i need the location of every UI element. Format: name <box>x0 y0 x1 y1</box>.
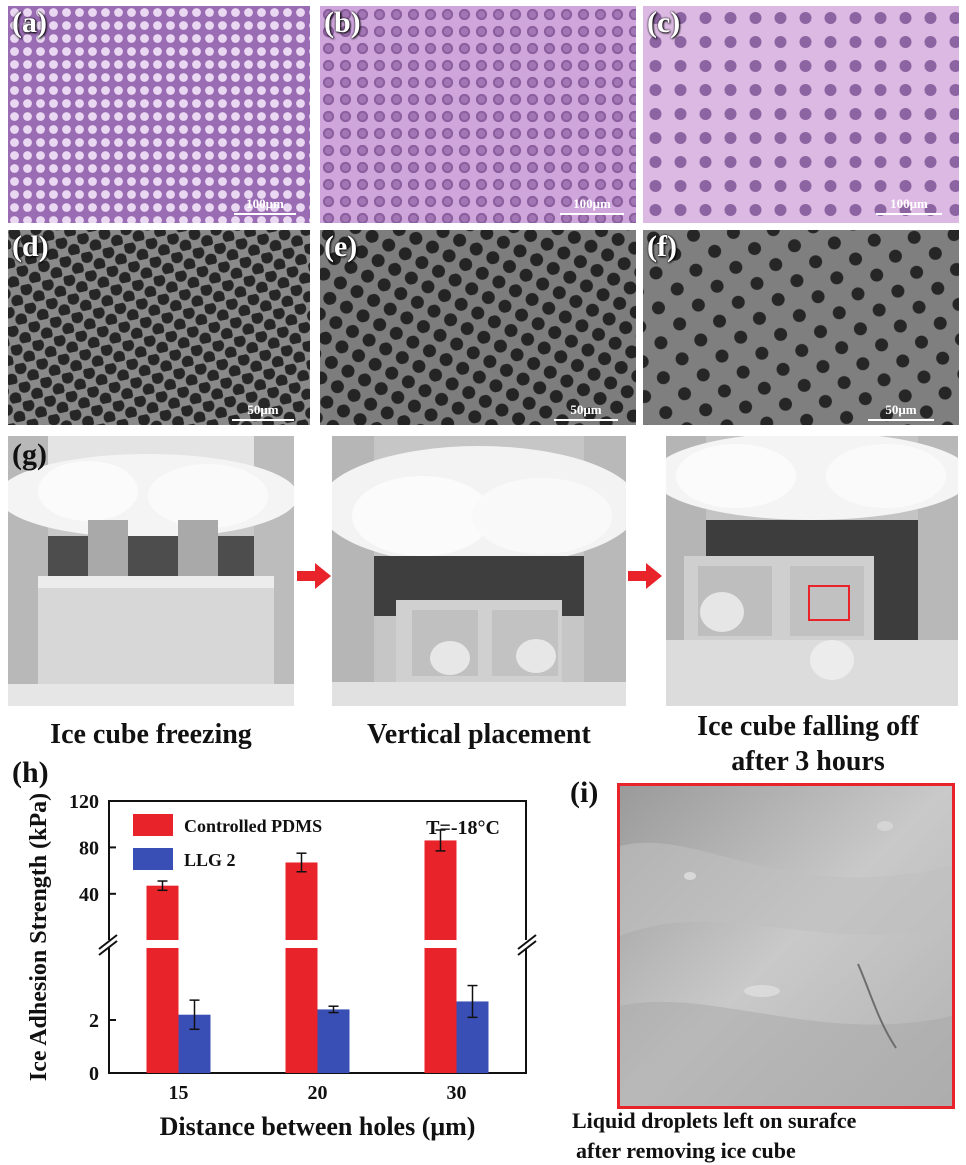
panel-d-scalebar: 50μm <box>232 402 294 421</box>
arrow-right-icon <box>297 563 331 589</box>
panel-b-label: (b) <box>324 6 361 39</box>
panel-i-label: (i) <box>570 776 599 809</box>
caption-droplets-line2: after removing ice cube <box>576 1138 796 1163</box>
caption-falling-off-line2: after 3 hours <box>731 746 885 777</box>
axis-break-mark <box>517 934 537 950</box>
panel-a-image <box>8 6 310 223</box>
x-axis-label: Distance between holes (μm) <box>160 1112 476 1141</box>
caption-ice-cube-freezing: Ice cube freezing <box>50 719 252 750</box>
caption-droplets-line1: Liquid droplets left on surafce <box>572 1108 857 1133</box>
x-tick-label: 30 <box>447 1082 467 1104</box>
legend-label: Controlled PDMS <box>184 816 322 836</box>
panel-g-label: (g) <box>12 438 47 471</box>
panel-e-image <box>320 230 636 425</box>
y-tick-label: 40 <box>79 884 99 906</box>
legend-swatch <box>133 814 173 836</box>
axis-break-gap <box>97 940 538 948</box>
caption-vertical-placement: Vertical placement <box>367 719 591 750</box>
panel-a-label: (a) <box>12 6 47 39</box>
bar-controlled-pdms <box>146 885 179 1073</box>
y-tick-label: 0 <box>89 1063 99 1085</box>
x-tick-label: 20 <box>308 1082 328 1104</box>
panel-g-photo-falling <box>666 436 958 706</box>
arrow-right-icon <box>628 563 662 589</box>
axis-break-mark <box>98 940 118 956</box>
panel-h-label: (h) <box>12 756 49 789</box>
panel-a-scalebar: 100μm <box>234 196 296 215</box>
legend-swatch <box>133 848 173 870</box>
panel-e-scalebar: 50μm <box>554 402 618 421</box>
bar-controlled-pdms <box>424 840 457 1073</box>
panel-g-photo-freezing <box>8 436 294 706</box>
bar-llg2 <box>317 1009 350 1073</box>
panel-f-image <box>643 230 959 425</box>
panel-f-scalebar: 50μm <box>868 402 934 421</box>
y-tick-label: 2 <box>89 1010 99 1032</box>
panel-i-photo <box>617 783 955 1109</box>
y-axis-label: Ice Adhesion Strength (kPa) <box>26 793 52 1081</box>
y-tick-label: 120 <box>69 791 99 813</box>
panel-c-scalebar: 100μm <box>876 196 942 215</box>
panel-d-label: (d) <box>12 230 49 263</box>
x-tick-label: 15 <box>169 1082 189 1104</box>
bar-controlled-pdms <box>285 862 318 1073</box>
panel-c-label: (c) <box>647 6 681 39</box>
axis-break-mark <box>517 940 537 956</box>
caption-falling-off-line1: Ice cube falling off <box>697 711 919 742</box>
panel-b-image <box>320 6 636 223</box>
panel-e-label: (e) <box>324 230 358 263</box>
temperature-annotation: T=-18°C <box>426 817 500 839</box>
legend-label: LLG 2 <box>184 850 236 870</box>
panel-b-scalebar: 100μm <box>560 196 624 215</box>
panel-f-label: (f) <box>647 230 677 263</box>
panel-c-image <box>643 6 959 223</box>
y-tick-label: 80 <box>79 837 99 859</box>
ice-adhesion-bar-chart: 15 20 30 40 80 120 0 2 Distance between holes (μ… <box>26 791 538 1141</box>
panel-d-image <box>8 230 310 425</box>
panel-g-photo-vertical <box>332 436 626 706</box>
axis-break-mark <box>98 934 118 950</box>
